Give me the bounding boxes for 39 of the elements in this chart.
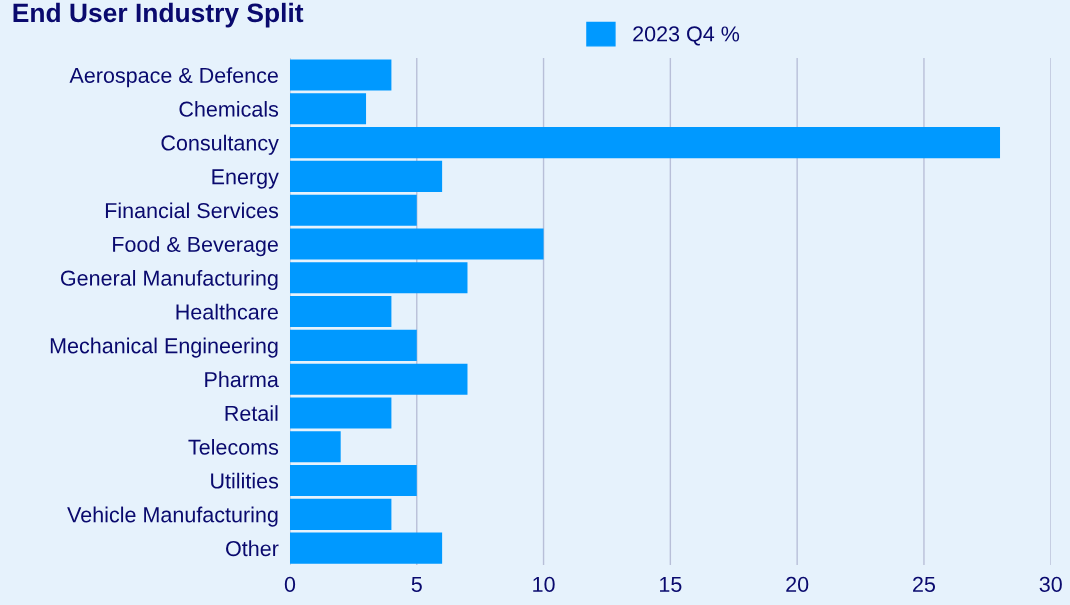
y-tick-label: Healthcare (176, 303, 278, 320)
x-tick-label: 25 (913, 576, 936, 592)
y-tick-label: Utilities (211, 472, 279, 489)
x-tick-label: 30 (1039, 576, 1062, 592)
y-tick-label: Vehicle Manufacturing (67, 506, 278, 527)
y-tick-label: Other (226, 540, 279, 557)
legend-label: 2023 Q4 % (633, 26, 740, 46)
chart-title: End User Industry Split (13, 2, 304, 28)
bar (289, 329, 417, 361)
y-tick-label: Aerospace & Defence (69, 67, 278, 88)
y-tick-label: Retail (225, 405, 278, 421)
y-tick-label: Mechanical Engineering (50, 337, 278, 358)
bar (289, 363, 468, 395)
bar (289, 397, 392, 429)
y-tick-label: Energy (212, 169, 279, 189)
x-tick-label: 0 (284, 576, 296, 592)
y-tick-label: Consultancy (161, 134, 279, 155)
y-tick-label: Pharma (205, 371, 279, 388)
bar (289, 262, 468, 294)
bar (289, 296, 392, 328)
bar (289, 498, 392, 530)
y-tick-label: Financial Services (105, 202, 279, 219)
bar (289, 59, 392, 91)
bar (289, 160, 443, 192)
y-tick-label: General Manufacturing (60, 269, 278, 291)
bar (289, 93, 367, 125)
x-tick-label: 20 (786, 576, 809, 592)
bar (289, 465, 417, 497)
y-tick-label: Chemicals (179, 100, 279, 117)
x-tick-label: 5 (411, 576, 422, 592)
y-tick-label: Telecoms (188, 438, 279, 455)
y-tick-label: Food & Beverage (113, 236, 278, 257)
x-tick-label: 15 (660, 576, 682, 592)
x-tick-label: 10 (533, 576, 555, 592)
bar (289, 431, 341, 463)
bar (289, 228, 544, 260)
bar (289, 532, 443, 564)
bar (289, 127, 1001, 159)
bar (289, 194, 417, 226)
